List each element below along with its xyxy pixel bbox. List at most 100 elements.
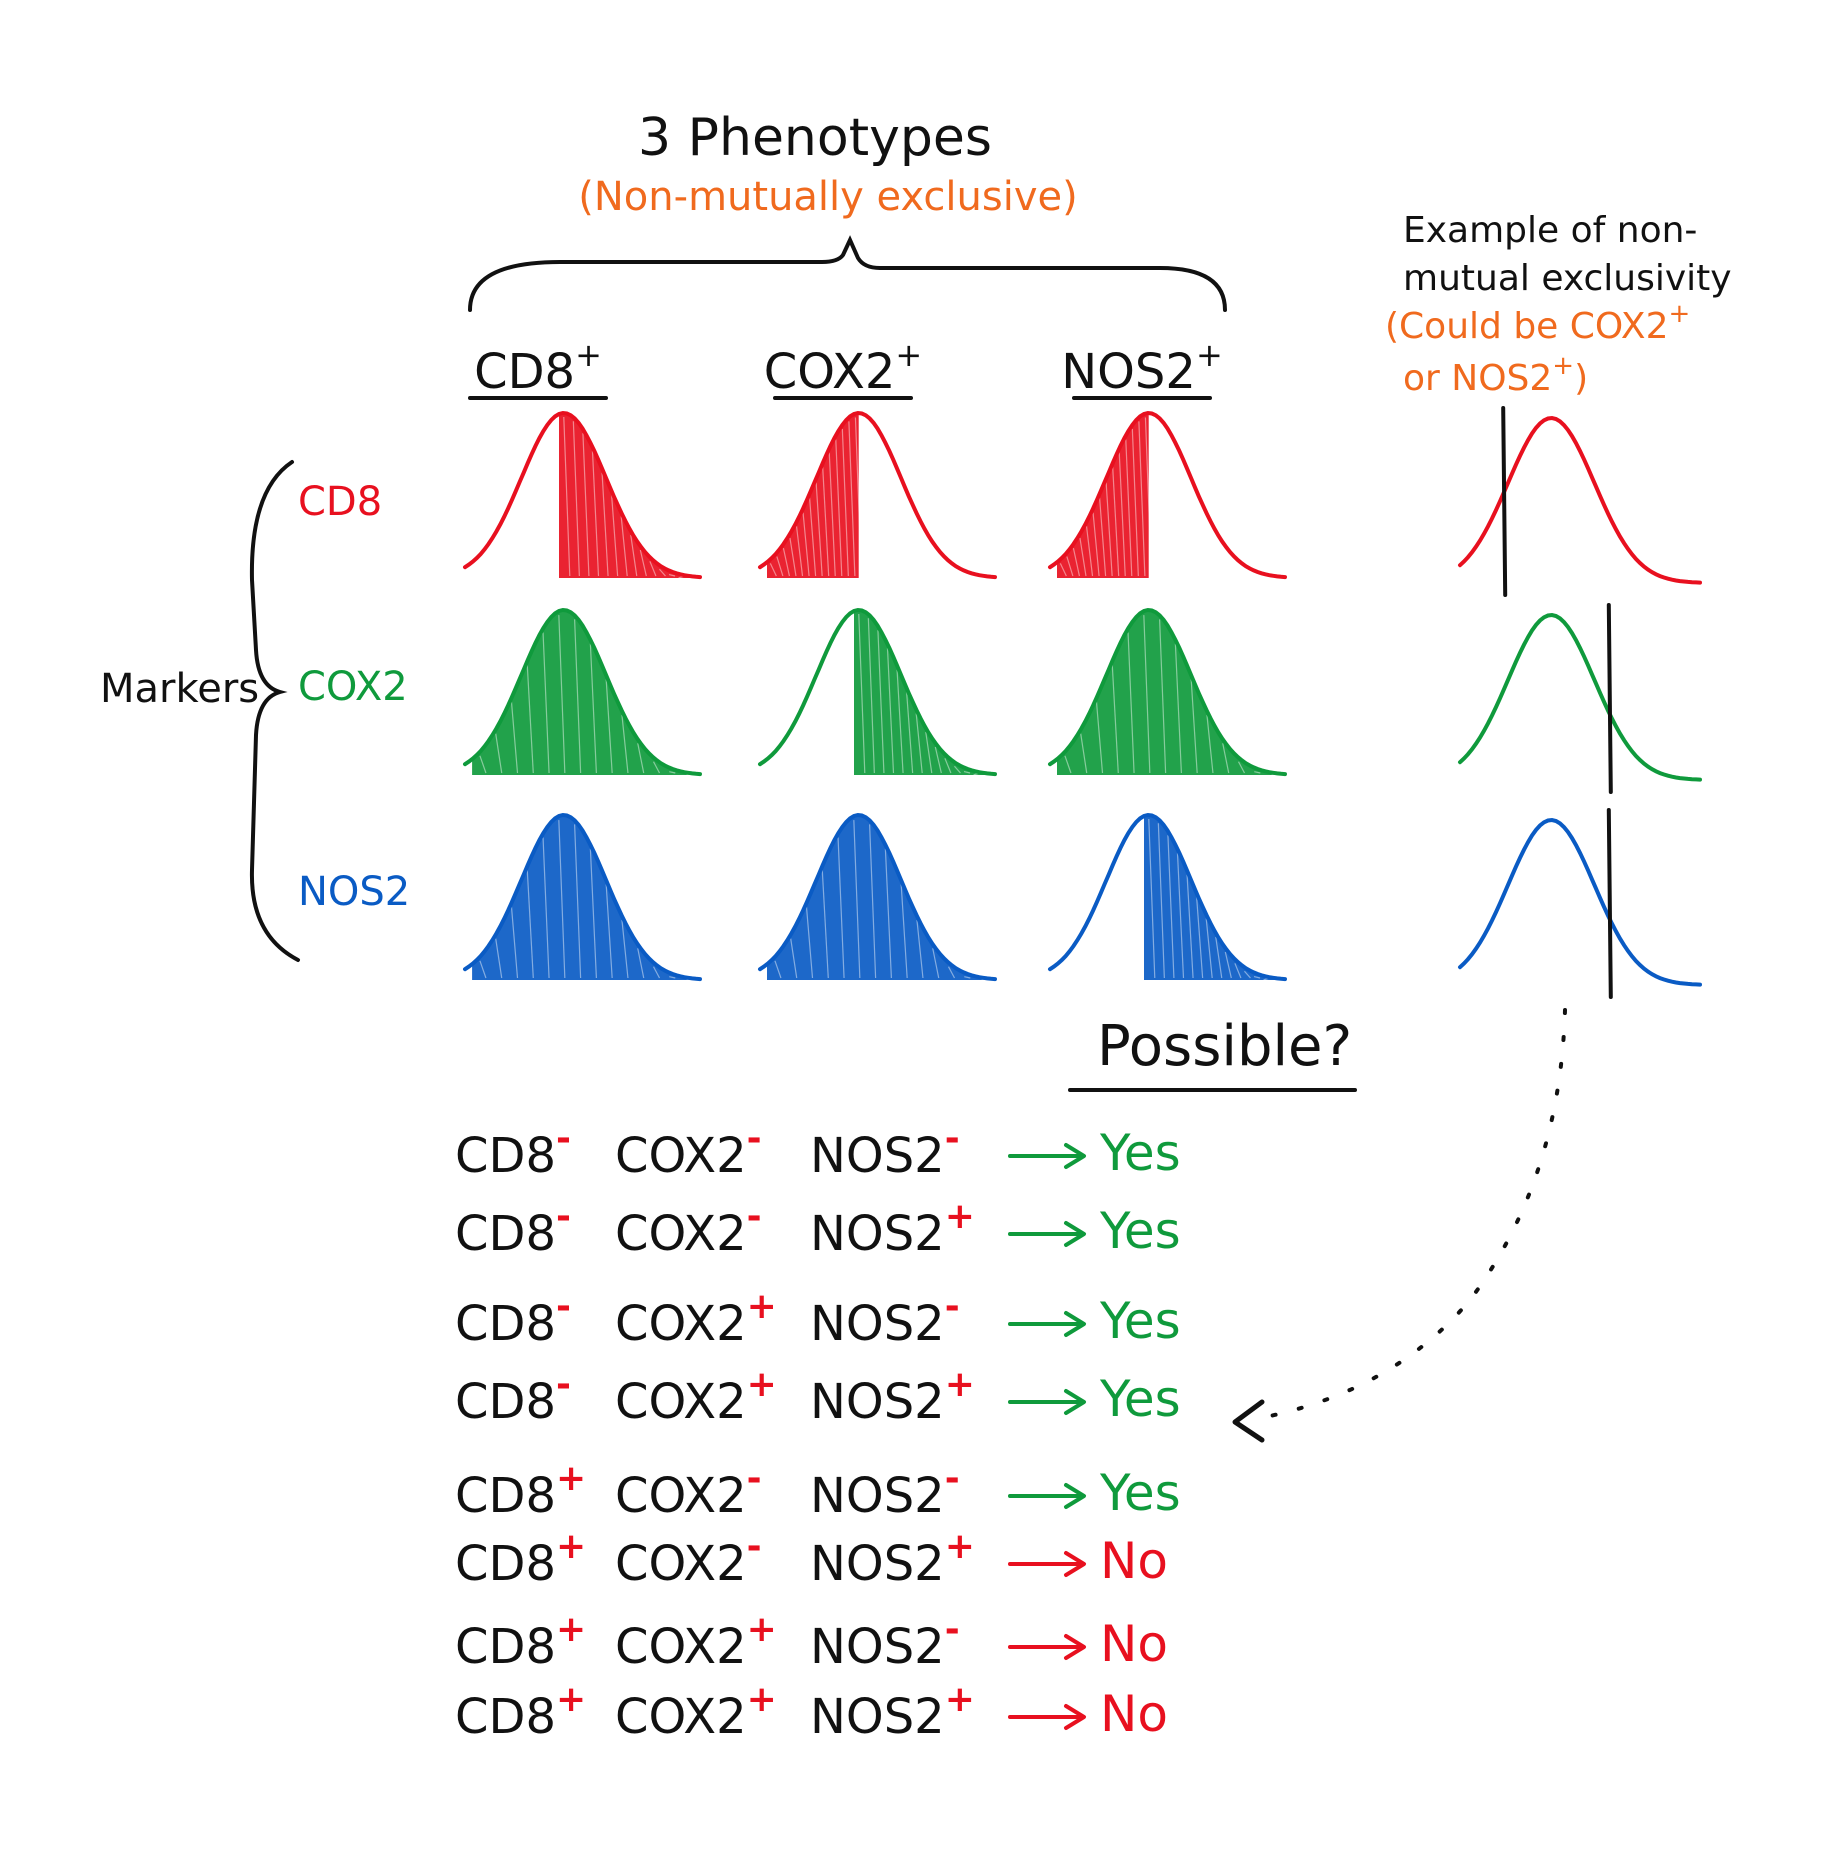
example-threshold-line (1606, 603, 1613, 794)
combo-sign: + (556, 1526, 586, 1567)
combo-arrowhead (1064, 1389, 1086, 1415)
combo-sign: + (945, 1679, 975, 1720)
distribution-grid (463, 410, 1287, 983)
fill-hatch (652, 761, 661, 774)
combo-arrowhead (1064, 1311, 1086, 1337)
fill-hatch (963, 770, 971, 774)
fill-hatch (815, 482, 823, 577)
fill-hatch (1206, 715, 1214, 774)
fill-hatch (1254, 771, 1261, 774)
fill-hatch (510, 701, 519, 774)
combo-sign: - (945, 1458, 960, 1499)
combo-nos2: NOS2- (810, 1118, 960, 1184)
combination-row: CD8+ COX2- NOS2+ No (455, 1526, 1168, 1592)
distribution-nos2-in-cd8 (463, 812, 702, 982)
fill-hatch (1237, 761, 1246, 774)
example-curves (1458, 406, 1702, 999)
distribution-curve (758, 410, 997, 580)
marker-labels: CD8 COX2 NOS2 (298, 479, 410, 915)
fill-hatch (1111, 665, 1119, 774)
fill-hatch (1072, 548, 1081, 577)
fill-hatch (574, 824, 582, 979)
fill-hatch (1186, 874, 1194, 979)
fill-hatch (947, 966, 956, 979)
fill-hatch (886, 648, 895, 774)
fill-hatch (1234, 963, 1242, 979)
distribution-fill (472, 610, 693, 775)
fill-hatch (495, 733, 503, 774)
fill-hatch (854, 417, 863, 577)
distribution-curve (463, 812, 702, 982)
combo-answer: Yes (1099, 1292, 1181, 1350)
example-note-line1: (Could be COX2+ (1385, 299, 1690, 347)
distribution-fill (1057, 610, 1278, 775)
combo-sign: + (747, 1609, 777, 1650)
combo-nos2: NOS2- (810, 1458, 960, 1524)
fill-hatch (1092, 512, 1100, 577)
fill-hatch (558, 615, 566, 774)
fill-hatch (652, 966, 661, 979)
combo-sign: - (556, 1196, 571, 1237)
combo-cd8: CD8+ (455, 1458, 586, 1524)
fill-hatch (934, 746, 942, 774)
fill-hatch (668, 573, 676, 577)
fill-hatch (1127, 632, 1135, 774)
fill-hatch (605, 884, 613, 979)
fill-hatch (1105, 482, 1113, 577)
fill-hatch (841, 428, 849, 577)
phenotype-header-cox2: COX2+ (764, 336, 922, 400)
fill-hatch (774, 960, 782, 979)
example-column: Example of non- mutual exclusivity (Coul… (1385, 210, 1732, 999)
example-threshold-line (1606, 808, 1613, 999)
combination-list: CD8- COX2- NOS2- Yes CD8- COX2- NOS2+ Yes CD8- CO… (455, 1118, 1181, 1745)
fill-hatch (558, 820, 566, 979)
distribution-fill (854, 610, 988, 775)
combo-sign: - (556, 1286, 571, 1327)
combo-nos2: NOS2+ (810, 1679, 975, 1745)
combo-nos2: NOS2- (810, 1286, 960, 1352)
example-distribution-cd8 (1458, 406, 1702, 597)
combo-cd8: CD8+ (455, 1526, 586, 1592)
fill-hatch (1118, 452, 1126, 577)
fill-hatch (563, 416, 571, 577)
combo-sign: + (945, 1526, 975, 1567)
combination-row: CD8+ COX2+ NOS2- No (455, 1609, 1168, 1675)
fill-hatch (1125, 439, 1133, 577)
combo-cox2: COX2- (615, 1526, 762, 1592)
fill-hatch (1224, 951, 1232, 979)
combo-answer: No (1100, 1615, 1168, 1673)
distribution-cd8-in-cd8 (463, 410, 702, 581)
fill-hatch (621, 715, 629, 774)
distribution-curve (1048, 812, 1287, 982)
fill-hatch (1157, 823, 1165, 979)
fill-hatch (1085, 525, 1094, 577)
example-title-line2: mutual exclusivity (1403, 258, 1732, 299)
combination-row: CD8+ COX2- NOS2- Yes (455, 1458, 1181, 1524)
fill-hatch (1112, 467, 1120, 577)
marker-label-nos2: NOS2 (298, 869, 410, 915)
fill-hatch (915, 713, 923, 774)
fill-hatch (526, 665, 534, 774)
fill-hatch (944, 758, 952, 774)
fill-hatch (479, 960, 487, 979)
fill-hatch (848, 421, 856, 577)
example-curve (1458, 817, 1702, 987)
fill-hatch (884, 848, 892, 979)
combo-nos2: NOS2+ (810, 1364, 975, 1430)
fill-hatch (542, 837, 550, 979)
fill-hatch (925, 731, 933, 774)
combo-sign: - (556, 1364, 571, 1405)
combo-cox2: COX2+ (615, 1286, 777, 1352)
example-curve (1458, 415, 1702, 585)
combo-answer: No (1100, 1532, 1168, 1590)
fill-hatch (916, 920, 924, 979)
combo-cox2: COX2- (615, 1458, 762, 1524)
fill-hatch (822, 467, 830, 577)
fill-hatch (795, 525, 804, 577)
combination-row: CD8- COX2- NOS2- Yes (455, 1118, 1181, 1184)
fill-hatch (1174, 643, 1182, 774)
fill-hatch (776, 556, 784, 577)
fill-hatch (637, 948, 645, 979)
fill-hatch (805, 906, 814, 979)
